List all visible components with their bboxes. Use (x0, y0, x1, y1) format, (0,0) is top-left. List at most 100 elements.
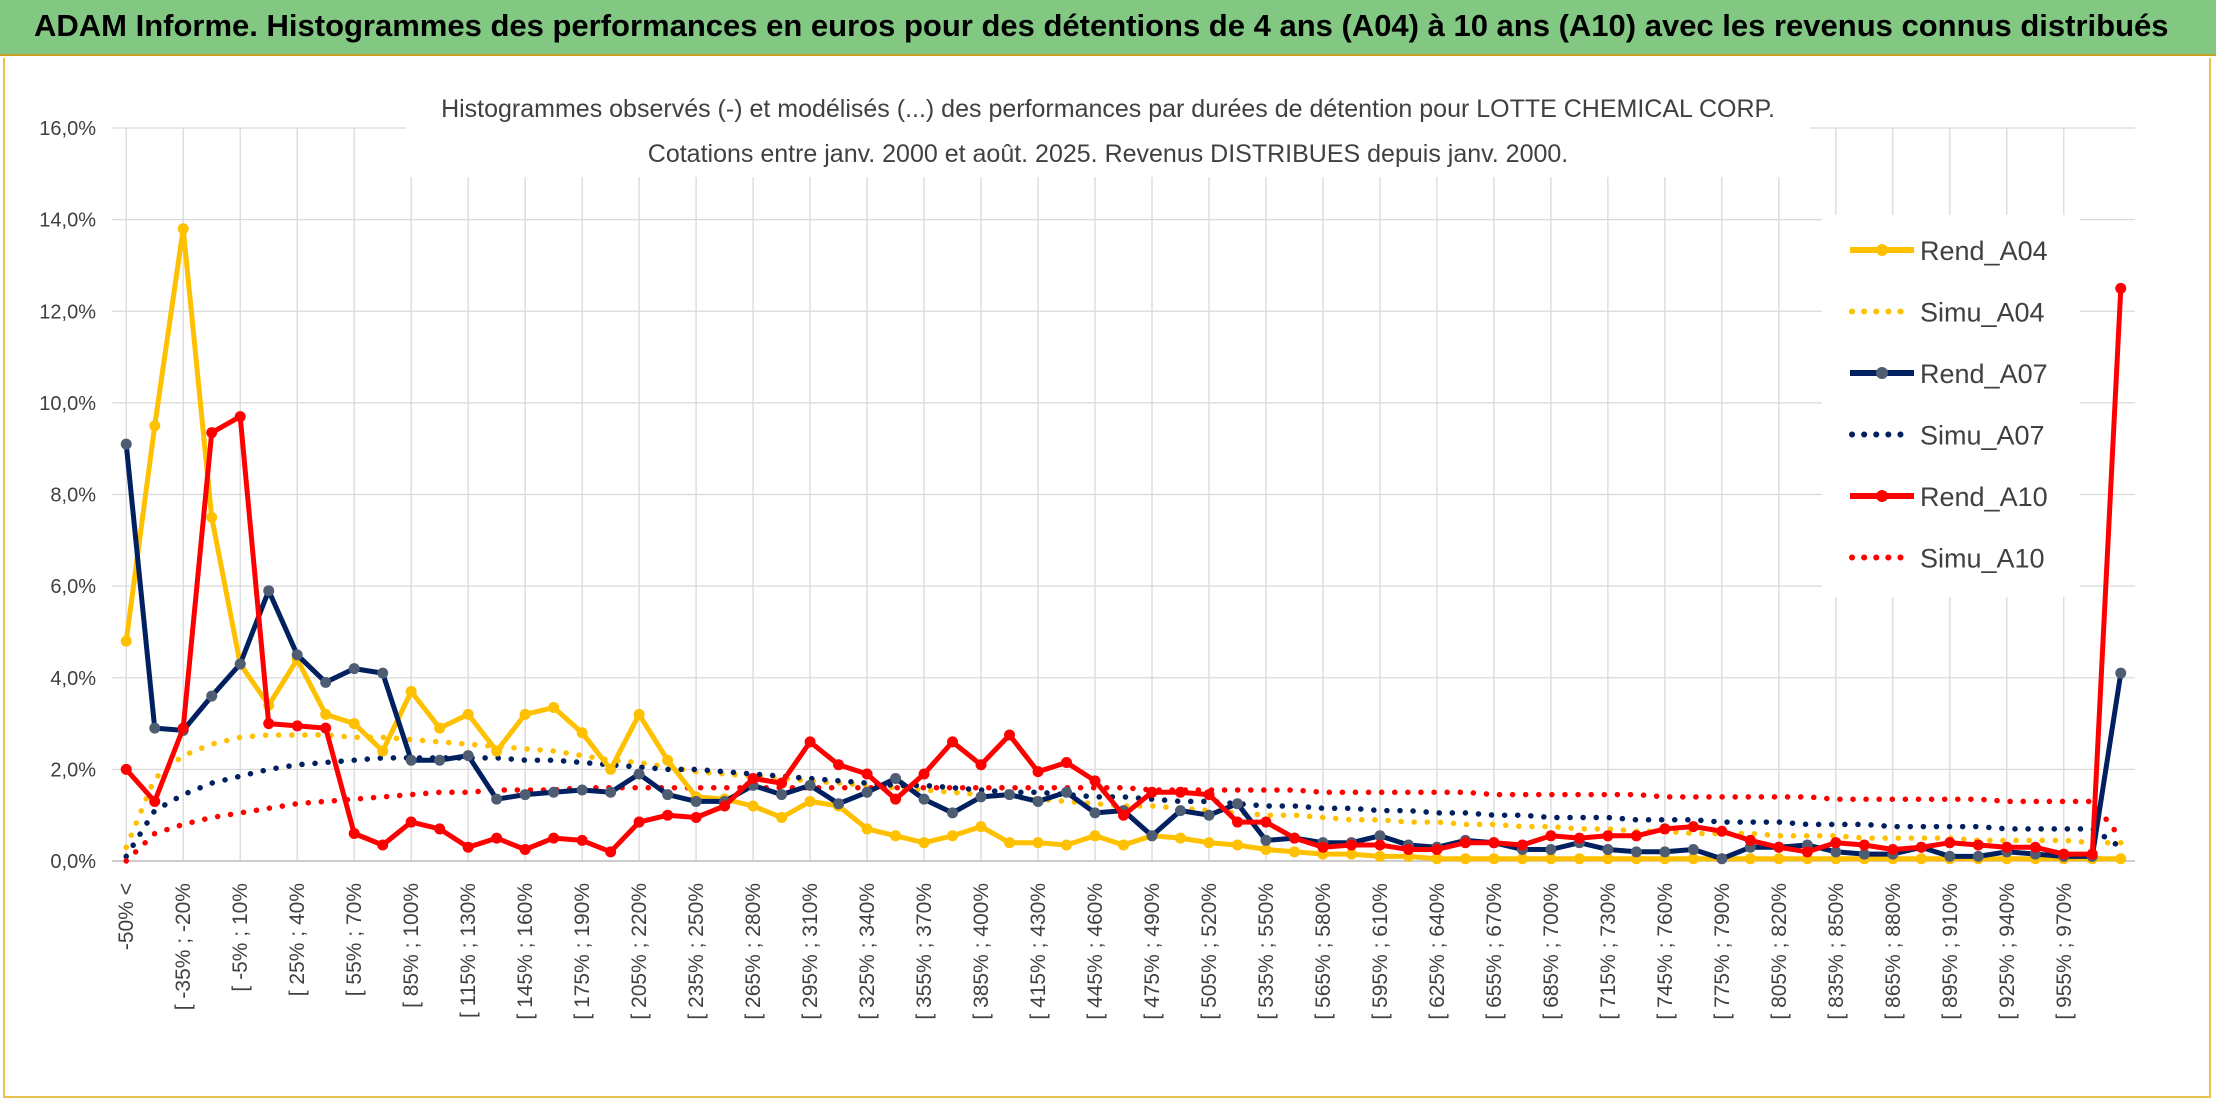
x-axis: -50% < [ -35% ; -20% [ -5% ; 10% [ 25% ; 40… (112, 860, 2135, 1020)
data-point-rend-a04 (405, 685, 417, 697)
data-point-rend-a10 (548, 832, 560, 844)
data-point-rend-a10 (2058, 848, 2070, 860)
data-point-rend-a07 (1602, 844, 1614, 856)
y-tick-label: 0,0% (50, 851, 96, 873)
legend-label-rend-a07: Rend_A07 (1920, 359, 2048, 389)
data-point-rend-a04 (548, 702, 560, 714)
data-point-rend-a07 (491, 793, 503, 805)
series-line-simu-a10 (123, 784, 2124, 864)
data-point-rend-a10 (747, 773, 759, 785)
data-point-rend-a04 (1004, 837, 1016, 849)
data-point-rend-a10 (1830, 837, 1842, 849)
report-title: ADAM Informe. Histogrammes des performan… (34, 8, 2169, 43)
data-point-rend-a04 (1345, 848, 1357, 860)
x-tick-label: [ 25% ; 40% (286, 883, 309, 996)
data-point-rend-a07 (975, 791, 987, 803)
x-tick-label: [ 475% ; 490% (1141, 883, 1164, 1020)
legend-marker-rend-a04 (1876, 244, 1888, 256)
data-point-rend-a10 (1887, 844, 1899, 856)
data-point-rend-a07 (804, 779, 816, 791)
data-point-rend-a04 (377, 745, 389, 757)
x-tick-label: [ 745% ; 760% (1654, 883, 1677, 1020)
data-point-rend-a07 (947, 807, 959, 819)
data-point-rend-a10 (947, 736, 959, 748)
data-point-rend-a04 (434, 722, 446, 734)
data-point-rend-a04 (149, 420, 161, 432)
data-point-rend-a07 (348, 663, 360, 675)
data-point-rend-a04 (776, 811, 788, 823)
data-point-rend-a10 (1032, 766, 1044, 778)
data-point-rend-a07 (1630, 846, 1642, 858)
data-point-rend-a04 (1602, 853, 1614, 865)
data-point-rend-a10 (633, 816, 645, 828)
y-tick-label: 4,0% (50, 668, 96, 690)
data-point-rend-a07 (690, 795, 702, 807)
data-point-rend-a10 (690, 811, 702, 823)
y-axis: 0,0% 2,0% 4,0% 6,0% 8,0% 10,0% 12,0% 14,0% 16,0% (39, 118, 96, 873)
data-point-rend-a10 (1744, 834, 1756, 846)
data-point-rend-a10 (149, 795, 161, 807)
chart-title: Histogrammes observés (-) et modélisés (… (441, 95, 1775, 123)
data-point-rend-a10 (1516, 839, 1528, 851)
x-tick-label: [ 505% ; 520% (1198, 883, 1221, 1020)
data-point-rend-a10 (719, 800, 731, 812)
data-point-rend-a10 (861, 768, 873, 780)
data-point-rend-a04 (1545, 853, 1557, 865)
x-tick-label: [ 85% ; 100% (400, 883, 423, 1008)
y-tick-label: 10,0% (39, 393, 96, 415)
chart-frame (3, 58, 2211, 1098)
data-point-rend-a10 (1659, 823, 1671, 835)
data-point-rend-a10 (291, 720, 303, 732)
x-tick-label: [ 775% ; 790% (1711, 883, 1734, 1020)
data-point-rend-a10 (1004, 729, 1016, 741)
x-tick-label: [ 145% ; 160% (514, 883, 537, 1020)
data-point-rend-a04 (1773, 853, 1785, 865)
x-tick-label: [ -5% ; 10% (229, 883, 252, 992)
data-point-rend-a10 (263, 718, 275, 730)
y-tick-label: 14,0% (39, 210, 96, 232)
data-point-rend-a04 (804, 795, 816, 807)
x-tick-label: [ 445% ; 460% (1084, 883, 1107, 1020)
data-point-rend-a07 (2115, 667, 2127, 679)
data-point-rend-a10 (1402, 844, 1414, 856)
data-point-rend-a10 (1345, 839, 1357, 851)
data-point-rend-a04 (947, 830, 959, 842)
data-point-rend-a07 (776, 789, 788, 801)
data-point-rend-a07 (1687, 844, 1699, 856)
data-point-rend-a10 (1118, 809, 1129, 821)
x-tick-label: [ 385% ; 400% (970, 883, 993, 1020)
data-point-rend-a10 (605, 846, 617, 858)
x-tick-label: [ 535% ; 550% (1255, 883, 1278, 1020)
data-point-rend-a04 (633, 708, 645, 720)
data-point-rend-a07 (519, 789, 531, 801)
data-point-rend-a10 (405, 816, 417, 828)
data-point-rend-a10 (1972, 839, 1984, 851)
legend-label-rend-a04: Rend_A04 (1920, 236, 2048, 266)
x-tick-label: [ 115% ; 130% (457, 883, 480, 1018)
data-point-rend-a07 (149, 722, 161, 734)
data-point-rend-a10 (1944, 837, 1956, 849)
data-point-rend-a04 (576, 727, 588, 739)
x-tick-label: [ 835% ; 850% (1825, 883, 1848, 1020)
data-point-rend-a07 (206, 690, 218, 702)
data-point-rend-a07 (434, 754, 446, 766)
data-point-rend-a10 (833, 759, 845, 771)
x-tick-label: [ 415% ; 430% (1027, 883, 1050, 1020)
y-tick-label: 8,0% (50, 485, 96, 507)
x-tick-label: [ 175% ; 190% (571, 883, 594, 1020)
legend-label-rend-a10: Rend_A10 (1920, 482, 2048, 512)
data-point-rend-a07 (1830, 846, 1842, 858)
data-point-rend-a07 (918, 793, 930, 805)
data-point-rend-a04 (1288, 846, 1300, 858)
data-point-rend-a07 (576, 784, 588, 796)
data-point-rend-a07 (1174, 805, 1186, 817)
data-point-rend-a04 (747, 800, 759, 812)
data-point-rend-a10 (1915, 841, 1927, 853)
data-point-rend-a04 (1915, 853, 1927, 865)
data-point-rend-a10 (1488, 837, 1500, 849)
data-point-rend-a10 (491, 832, 503, 844)
data-point-rend-a04 (2115, 853, 2127, 865)
data-point-rend-a07 (662, 789, 674, 801)
x-tick-label: [ 655% ; 670% (1483, 883, 1506, 1020)
